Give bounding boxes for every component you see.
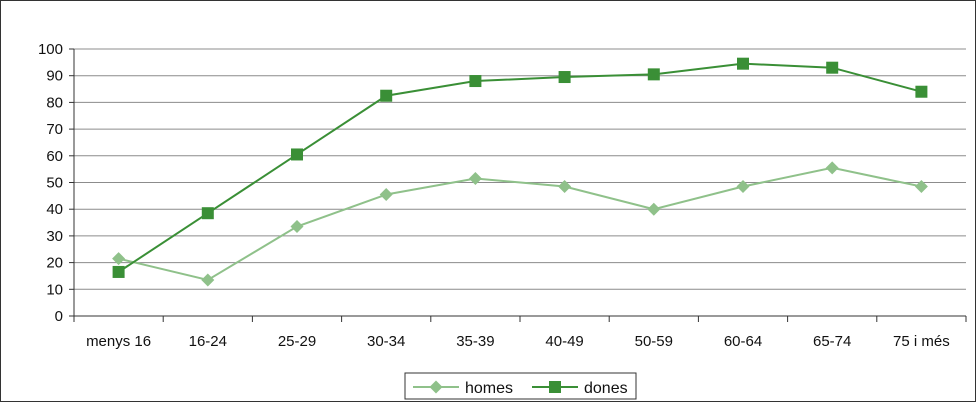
data-point-homes: [201, 273, 215, 287]
y-tick-label: 80: [46, 94, 63, 111]
y-tick-label: 70: [46, 121, 63, 138]
y-tick-label: 100: [38, 41, 63, 58]
y-tick-label: 50: [46, 175, 63, 192]
data-point-homes: [825, 161, 839, 175]
series-line-homes: [118, 166, 922, 282]
x-tick-label: 50-59: [635, 333, 673, 350]
series-homes: [112, 161, 928, 287]
x-tick-label: 25-29: [278, 333, 316, 350]
x-tick-label: 30-34: [367, 333, 405, 350]
series-line-dones: [118, 62, 922, 273]
data-point-homes: [647, 202, 661, 216]
gridlines: [74, 48, 966, 290]
series-dones: [112, 57, 928, 278]
x-tick-label: 60-64: [724, 333, 762, 350]
x-tick-label: 65-74: [813, 333, 851, 350]
legend-marker-homes: [429, 380, 443, 394]
data-point-dones: [647, 68, 660, 81]
data-point-homes: [112, 252, 126, 266]
legend-label-homes: homes: [465, 380, 513, 397]
x-tick-label: 16-24: [189, 333, 227, 350]
data-point-homes: [736, 180, 750, 194]
x-axis: menys 16 16-24 25-29 30-34 35-39 40-49 50-59 60…: [73, 315, 967, 350]
x-tick-label: menys 16: [86, 333, 151, 350]
data-point-dones: [469, 75, 482, 88]
y-tick-label: 0: [55, 308, 63, 325]
x-tick-label: 35-39: [456, 333, 494, 350]
y-tick-label: 60: [46, 148, 63, 165]
y-tick-label: 20: [46, 255, 63, 272]
legend-marker-dones: [549, 381, 561, 393]
y-axis: 0 10 20 30 40 50 60 70 80 90 100: [38, 41, 75, 325]
data-point-homes: [558, 180, 572, 194]
y-tick-label: 40: [46, 201, 63, 218]
data-point-dones: [737, 57, 749, 70]
x-tick-label: 75 i més: [893, 333, 950, 350]
data-point-homes: [290, 220, 304, 234]
data-point-dones: [826, 61, 839, 74]
data-point-dones: [558, 71, 571, 84]
x-tick-label: 40-49: [545, 333, 583, 350]
data-point-dones: [201, 207, 214, 220]
series-layer: [112, 57, 928, 287]
data-point-homes: [379, 188, 393, 202]
y-tick-label: 90: [46, 68, 63, 85]
data-point-dones: [380, 89, 393, 102]
data-point-homes: [468, 171, 482, 185]
legend-label-dones: dones: [584, 380, 628, 397]
y-tick-label: 10: [46, 281, 63, 298]
y-tick-label: 30: [46, 228, 63, 245]
data-point-homes: [914, 180, 928, 194]
data-point-dones: [291, 148, 303, 161]
data-point-dones: [112, 265, 125, 278]
legend: homes dones: [404, 372, 637, 400]
data-point-dones: [915, 85, 928, 98]
